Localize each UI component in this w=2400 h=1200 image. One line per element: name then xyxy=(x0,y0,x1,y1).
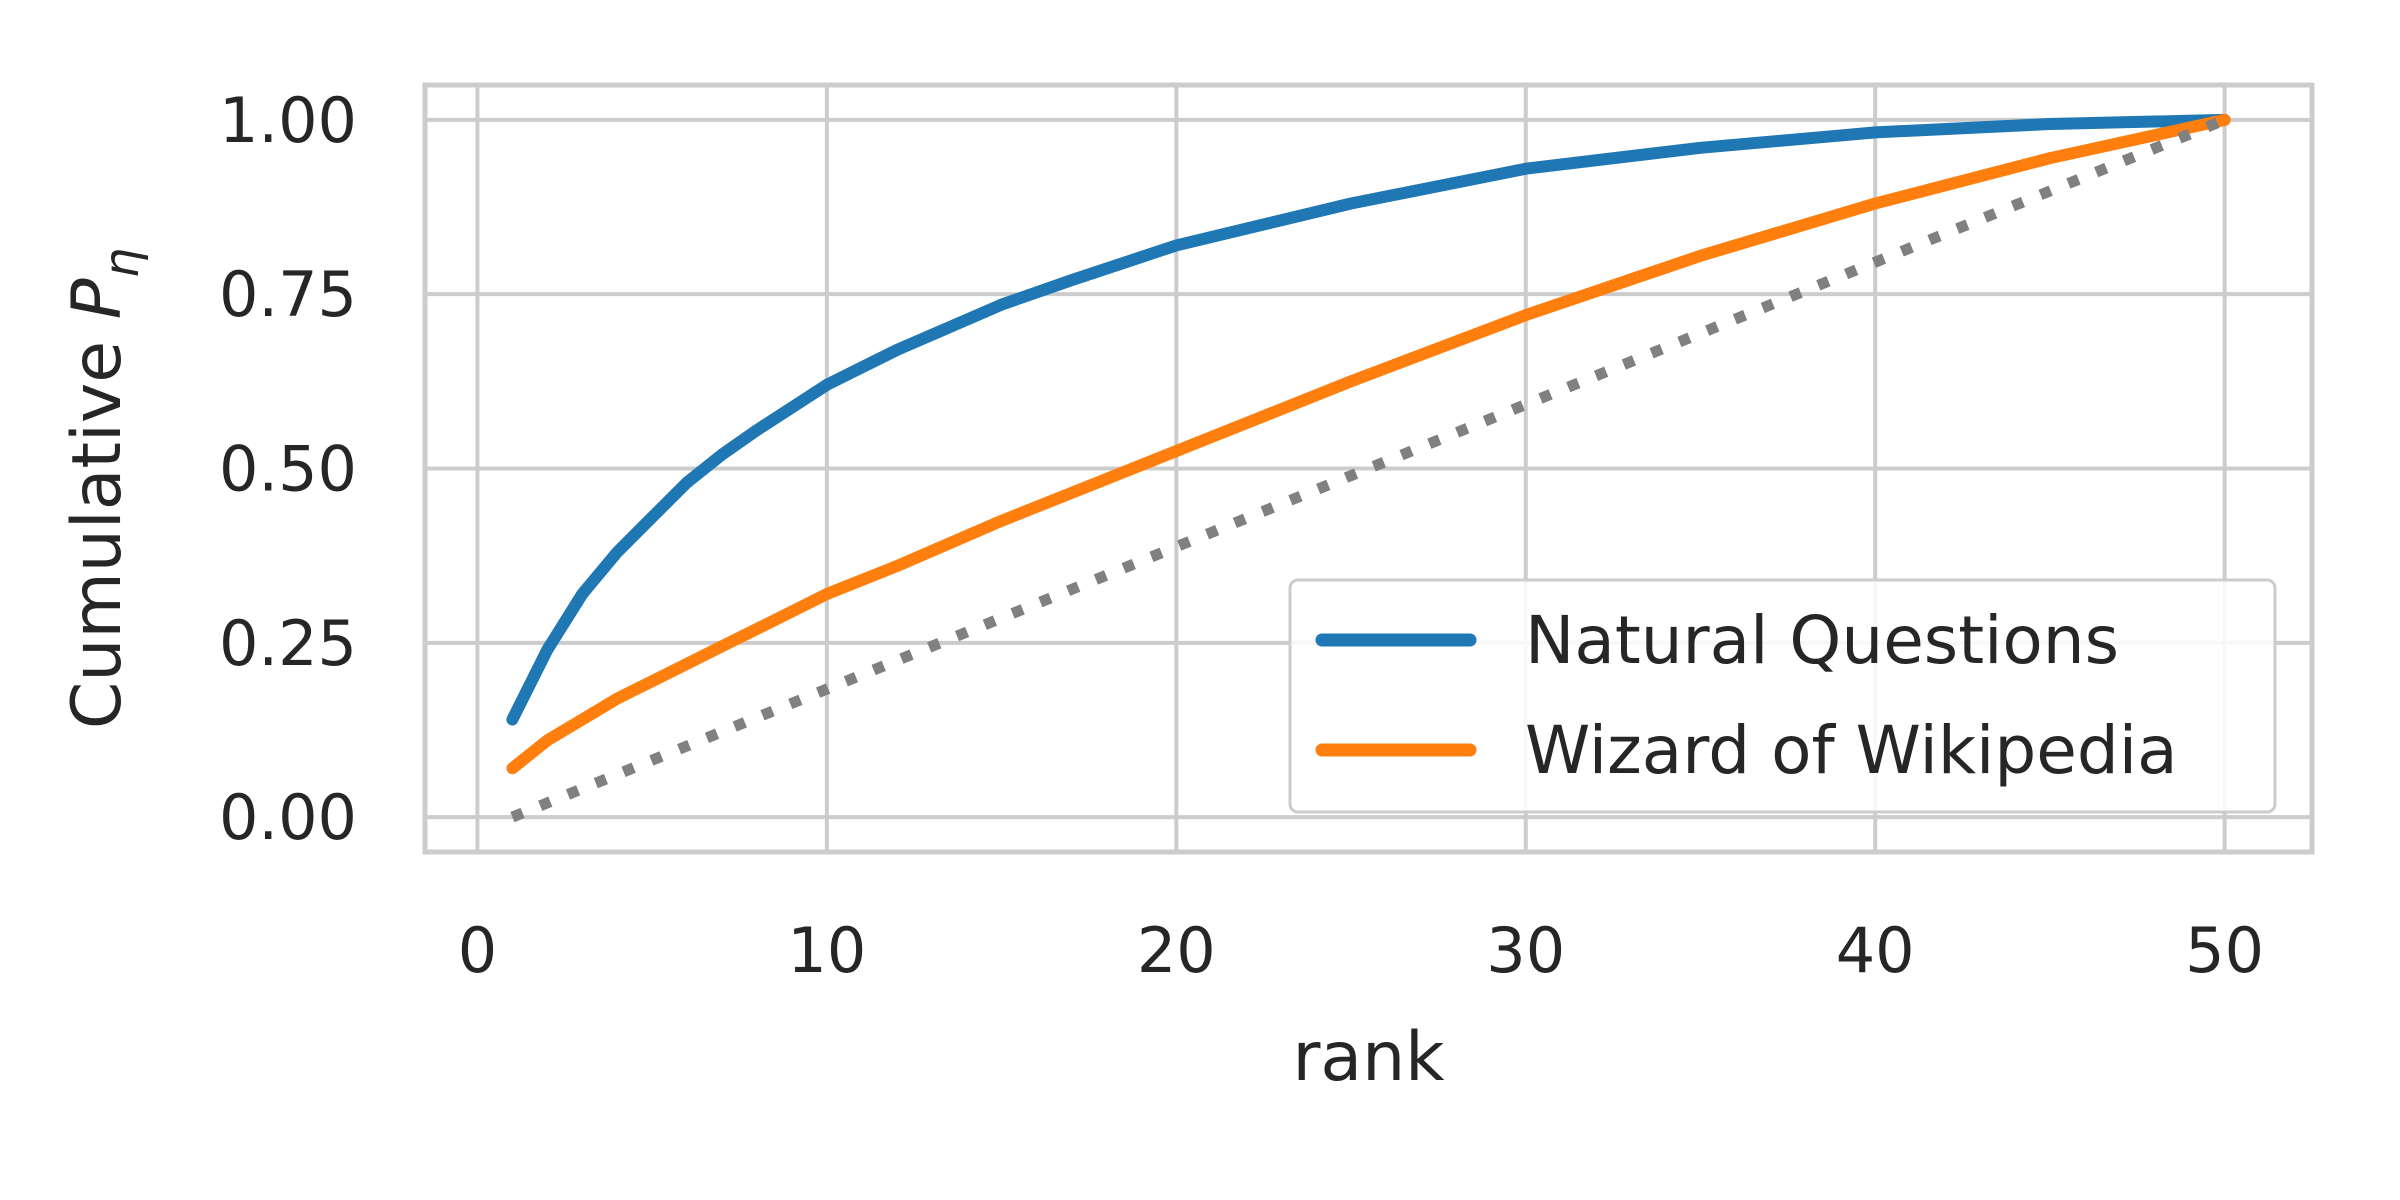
legend: Natural Questions Wizard of Wikipedia xyxy=(1288,578,2277,814)
legend-label-wizard-of-wikipedia: Wizard of Wikipedia xyxy=(1525,712,2178,789)
x-tick-label: 0 xyxy=(458,914,497,987)
x-tick-label: 50 xyxy=(2185,914,2264,987)
y-axis-label-symbol: P xyxy=(58,278,137,319)
y-tick-label: 1.00 xyxy=(219,84,357,157)
x-tick-label: 10 xyxy=(787,914,866,987)
y-tick-labels: 0.00 0.25 0.50 0.75 1.00 xyxy=(219,84,357,854)
x-axis-label: rank xyxy=(1292,1018,1445,1097)
x-tick-label: 30 xyxy=(1486,914,1565,987)
y-tick-label: 0.00 xyxy=(219,781,357,854)
x-tick-label: 40 xyxy=(1836,914,1915,987)
y-axis-label: Cumulative Pη xyxy=(58,248,150,729)
y-tick-label: 0.25 xyxy=(219,607,357,680)
x-tick-labels: 0 10 20 30 40 50 xyxy=(458,914,2264,987)
y-axis-label-subscript: η xyxy=(94,248,150,278)
y-tick-label: 0.50 xyxy=(219,433,357,506)
series-group xyxy=(506,113,2231,823)
legend-label-natural-questions: Natural Questions xyxy=(1525,602,2119,679)
plot-frame xyxy=(422,82,2315,855)
legend-box xyxy=(1288,578,2277,814)
grid xyxy=(425,85,2312,852)
y-tick-label: 0.75 xyxy=(219,258,357,331)
series-line-wizard-of-wikipedia xyxy=(506,113,2231,775)
diagonal-reference-line xyxy=(510,114,2227,823)
series-line-natural-questions xyxy=(506,113,2231,726)
x-tick-label: 20 xyxy=(1137,914,1216,987)
y-axis-label-prefix: Cumulative xyxy=(58,319,137,729)
